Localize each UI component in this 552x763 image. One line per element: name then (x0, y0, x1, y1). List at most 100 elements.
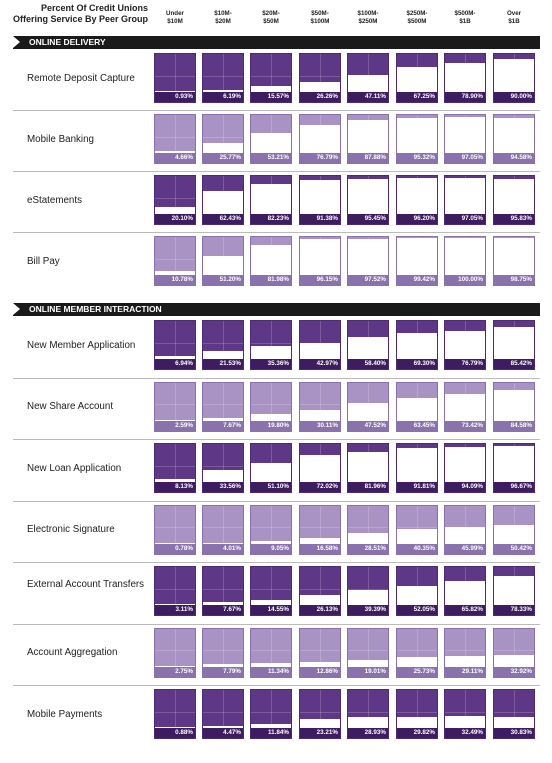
cell-grid-line (300, 711, 340, 713)
cell-grid-line (465, 628, 466, 667)
value-fill (445, 331, 485, 359)
value-fill (397, 586, 437, 605)
value-cell: 10.78% (154, 236, 196, 286)
value-cell: 94.09% (444, 443, 486, 493)
value-cell: 67.25% (396, 53, 438, 103)
value-fill (155, 356, 195, 359)
value-cell: 45.99% (444, 504, 486, 555)
row-label: Electronic Signature (27, 524, 115, 535)
value-label: 98.75% (494, 275, 534, 285)
row-label: Mobile Banking (27, 133, 94, 145)
row-label: Account Aggregation (27, 647, 118, 658)
value-fill (348, 590, 388, 605)
cell-grid-line (417, 505, 418, 544)
value-fill (300, 343, 340, 359)
value-label: 45.99% (445, 543, 485, 554)
cell-grid-line (175, 176, 176, 214)
value-cell: 84.58% (493, 381, 535, 432)
value-fill (445, 581, 485, 605)
cell-grid-line (203, 136, 243, 138)
row-divider (13, 500, 540, 502)
column-header-line1: $50M- (311, 10, 329, 17)
row-divider (13, 377, 540, 379)
value-fill (300, 595, 340, 605)
cell-grid-line (417, 628, 418, 667)
value-label: 0.88% (155, 728, 195, 738)
value-label: 97.05% (445, 214, 485, 224)
value-fill (397, 238, 437, 275)
cell-grid-line (251, 588, 291, 590)
cell-grid-line (175, 505, 176, 544)
value-fill (348, 659, 388, 667)
value-cell: 40.35% (396, 504, 438, 555)
cell-grid-line (271, 321, 272, 359)
cell-grid-line (175, 444, 176, 482)
value-cell: 53.21% (250, 114, 292, 164)
cell-grid-line (300, 650, 340, 652)
value-fill (203, 602, 243, 605)
value-fill (494, 118, 534, 153)
value-fill (251, 724, 291, 728)
value-fill (203, 191, 243, 214)
row-label: New Loan Application (27, 462, 122, 474)
value-label: 91.81% (397, 482, 437, 492)
value-label: 42.97% (300, 359, 340, 369)
cell-grid-line (203, 527, 243, 529)
cell-grid-line (223, 115, 224, 153)
value-cell: 25.73% (396, 627, 438, 678)
value-cell: 82.23% (250, 175, 292, 225)
value-fill (494, 327, 534, 359)
cell-grid-line (465, 505, 466, 544)
value-cell: 7.79% (202, 627, 244, 678)
column-header-line2: $250M (358, 18, 378, 25)
cell-grid-line (348, 527, 388, 529)
value-label: 95.45% (348, 214, 388, 224)
cell-grid-line (445, 650, 485, 652)
value-cell: 91.81% (396, 443, 438, 493)
value-cell: 7.67% (202, 381, 244, 432)
chart-title: Percent Of Credit Unions Offering Servic… (12, 3, 148, 24)
cell-grid-line (368, 505, 369, 544)
row-label: External Account Transfers (27, 579, 145, 590)
cell-grid-line (251, 404, 291, 406)
value-label: 97.52% (348, 275, 388, 285)
cell-grid-line (397, 650, 437, 652)
value-fill (445, 238, 485, 275)
value-label: 4.47% (203, 728, 243, 738)
cell-grid-line (320, 567, 321, 605)
cell-grid-line (271, 505, 272, 544)
value-cell: 21.53% (202, 320, 244, 370)
value-label: 16.58% (300, 543, 340, 554)
row-label: New Share Account (27, 401, 114, 412)
value-fill (300, 239, 340, 275)
value-fill (251, 600, 291, 605)
cell-grid-line (155, 650, 195, 652)
value-cell: 47.11% (347, 53, 389, 103)
row-label: New Member Application (27, 339, 136, 351)
value-cell: 47.52% (347, 381, 389, 432)
value-cell: 6.19% (202, 53, 244, 103)
column-header-line2: $100M (310, 18, 330, 25)
value-fill (397, 656, 437, 667)
row-divider (13, 110, 540, 111)
value-cell: 0.88% (154, 689, 196, 739)
value-label: 32.49% (445, 728, 485, 738)
value-cell: 3.11% (154, 566, 196, 616)
value-cell: 81.98% (250, 236, 292, 286)
value-fill (251, 184, 291, 214)
value-label: 100.00% (445, 275, 485, 285)
section-header: ONLINE MEMBER INTERACTION (13, 303, 540, 316)
value-fill (445, 178, 485, 214)
value-fill (397, 67, 437, 92)
value-fill (203, 726, 243, 728)
value-label: 78.33% (494, 605, 534, 615)
value-label: 25.77% (203, 153, 243, 163)
value-cell: 9.05% (250, 504, 292, 555)
cell-grid-line (155, 75, 195, 77)
value-fill (397, 178, 437, 214)
value-cell: 28.51% (347, 504, 389, 555)
value-label: 73.42% (445, 420, 485, 431)
cell-grid-line (320, 628, 321, 667)
value-label: 3.11% (155, 605, 195, 615)
value-fill (397, 397, 437, 421)
